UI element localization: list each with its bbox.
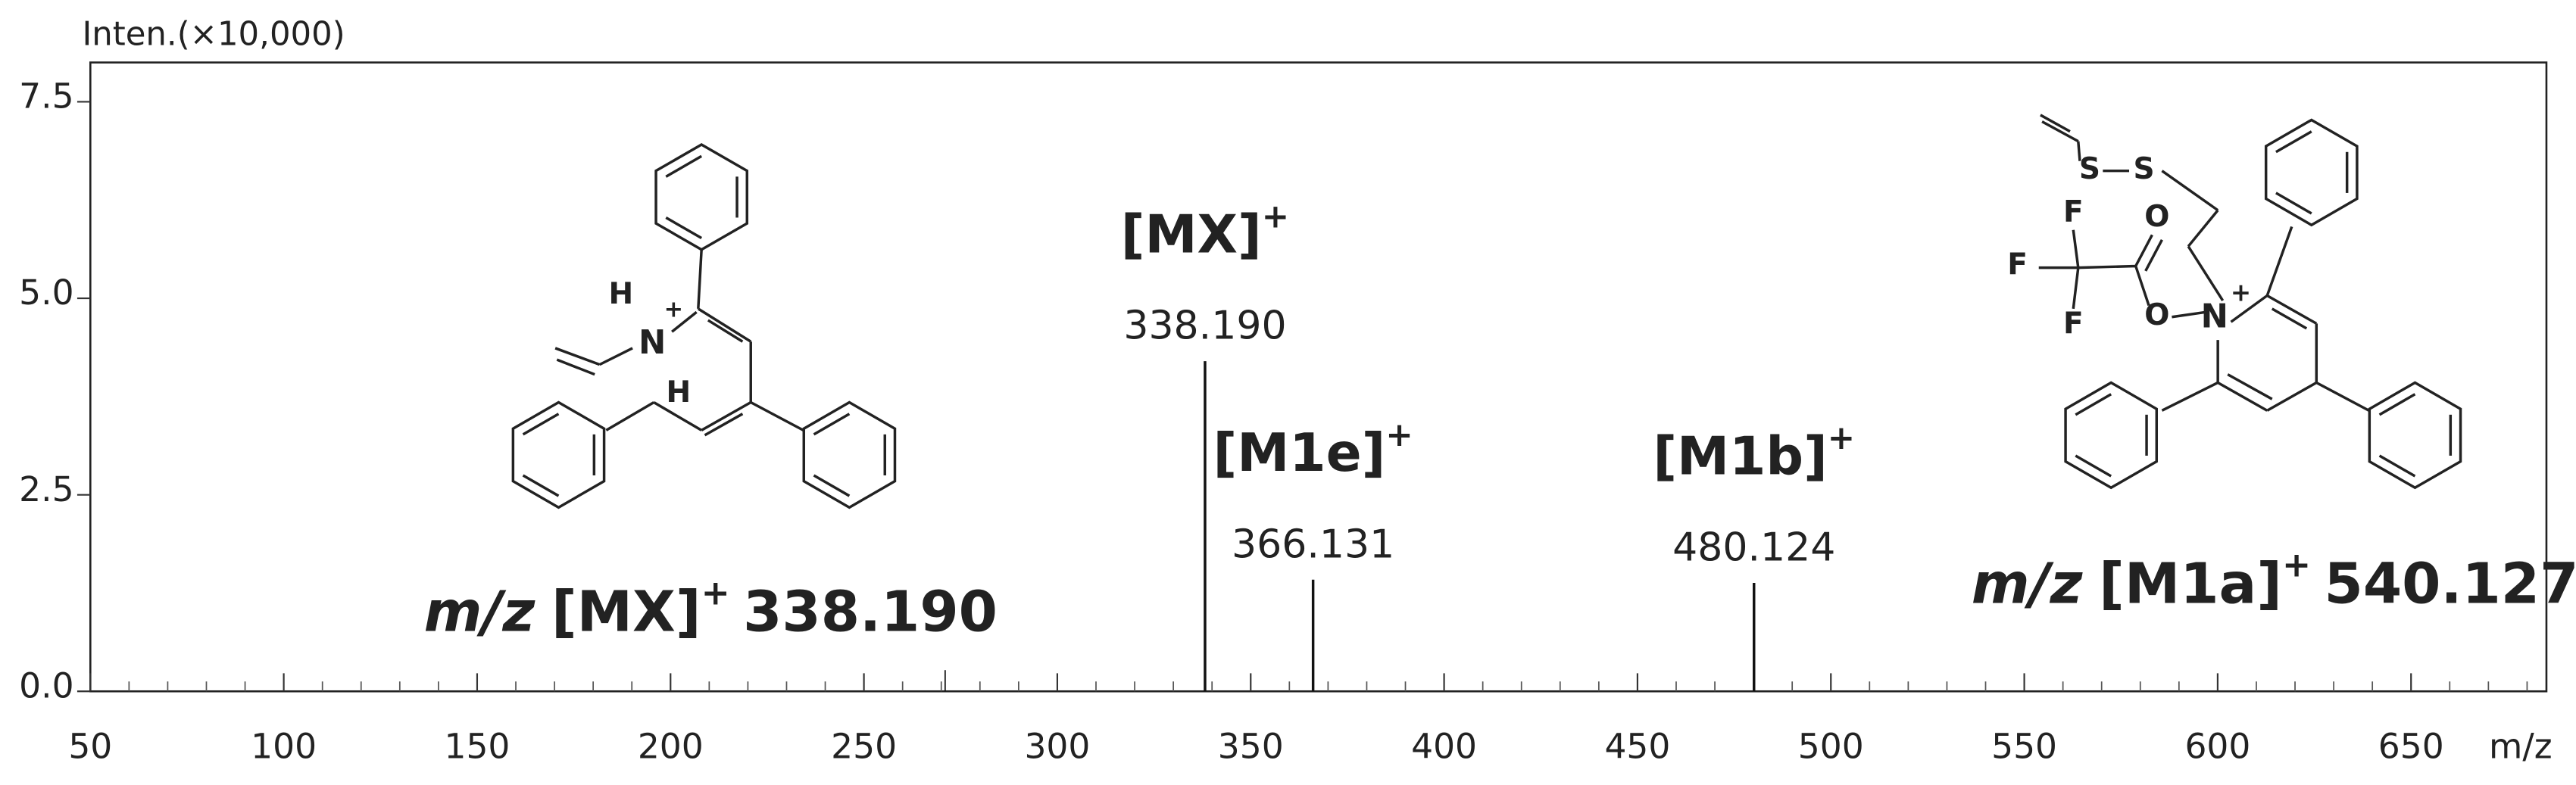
x-tick-label: 250	[831, 727, 897, 767]
annotation-prefix: m/z	[424, 581, 536, 645]
benzene-ring	[2064, 381, 2159, 490]
x-tick-label: 600	[2184, 727, 2250, 767]
y-tick-label: 5.0	[19, 273, 73, 313]
x-tick-label: 450	[1604, 727, 1670, 767]
ring-double-bond	[2275, 192, 2312, 215]
atom-label: H	[609, 277, 634, 311]
atom-label: S	[2079, 152, 2100, 186]
ring-double-bond	[665, 154, 703, 178]
ion-charge: +	[1385, 416, 1413, 454]
x-tick-label: 550	[1991, 727, 2057, 767]
peak-ion-label: [M1b]+	[1653, 419, 1855, 488]
x-tick-label: 350	[1218, 727, 1284, 767]
y-tick-label: 2.5	[19, 469, 73, 509]
x-tick-label: 300	[1024, 727, 1090, 767]
ring-double-bond	[2075, 454, 2112, 478]
plot-frame	[89, 61, 2548, 693]
atom-label: F	[2063, 195, 2084, 229]
x-tick-label: 100	[251, 727, 317, 767]
peak-ion-label: [MX]+	[1121, 198, 1289, 266]
x-tick-label: 50	[68, 727, 112, 767]
x-tick-label: 400	[1411, 727, 1477, 767]
ion-name: [M1e]	[1213, 423, 1386, 484]
x-tick-label: 650	[2378, 727, 2444, 767]
benzene-ring	[654, 142, 749, 251]
benzene-ring	[802, 400, 897, 509]
ring-double-bond	[813, 474, 851, 497]
ring-double-bond	[665, 216, 703, 240]
structures: H +NHS SF OFO N+F	[511, 114, 2462, 509]
peak-mz-label: 366.131	[1232, 522, 1394, 567]
atom-label: F	[2063, 307, 2084, 341]
annotation-ion: [M1a]	[2099, 553, 2282, 617]
y-tick-label: 7.5	[19, 76, 73, 117]
bond	[554, 249, 804, 437]
ion-charge: +	[1262, 198, 1289, 235]
atom-label: O	[2144, 298, 2169, 332]
peak-mz-label: 480.124	[1672, 525, 1835, 571]
benzene-ring	[2368, 381, 2462, 490]
x-tick-label: 500	[1798, 727, 1864, 767]
ring-double-bond	[522, 474, 560, 497]
ring-double-bond	[2275, 130, 2312, 154]
ring-double-bond	[522, 413, 560, 436]
annotation-charge: +	[701, 572, 730, 612]
atom-label: +	[2231, 278, 2251, 307]
annotation-value: 540.127	[2325, 553, 2576, 617]
benzene-ring	[2264, 118, 2359, 227]
ring-double-bond	[2378, 393, 2416, 416]
peak-mz-label: 338.190	[1123, 304, 1286, 349]
annotation-charge: +	[2282, 544, 2311, 584]
x-axis-label: m/z	[2489, 727, 2553, 767]
atom-label: N	[639, 324, 666, 362]
y-axis-label: Inten.(×10,000)	[82, 15, 345, 53]
bond	[2038, 114, 2370, 412]
x-tick-label: 200	[638, 727, 704, 767]
annotation: m/z [MX]+ 338.190	[424, 572, 998, 645]
ring-double-bond	[2378, 454, 2416, 478]
ion-name: [MX]	[1121, 204, 1262, 265]
ion-charge: +	[1828, 419, 1855, 457]
annotation-value: 338.190	[743, 581, 998, 645]
atom-label: +	[664, 297, 683, 323]
annotation-ion: [MX]	[551, 581, 701, 645]
atom-label: S	[2133, 152, 2154, 186]
peak-ion-label: [M1e]+	[1213, 416, 1413, 484]
ring-double-bond	[2075, 393, 2112, 416]
atom-label: F	[2007, 248, 2028, 282]
atom-label: N	[2201, 297, 2228, 335]
annotation: m/z [M1a]+ 540.127	[1972, 544, 2576, 617]
benzene-ring	[511, 400, 606, 509]
y-tick-label: 0.0	[19, 665, 73, 706]
ring-double-bond	[813, 413, 851, 436]
x-tick-label: 150	[444, 727, 510, 767]
ion-name: [M1b]	[1653, 426, 1827, 487]
atom-label: O	[2144, 200, 2169, 234]
atom-label: H	[666, 375, 691, 410]
annotation-prefix: m/z	[1972, 553, 2084, 617]
